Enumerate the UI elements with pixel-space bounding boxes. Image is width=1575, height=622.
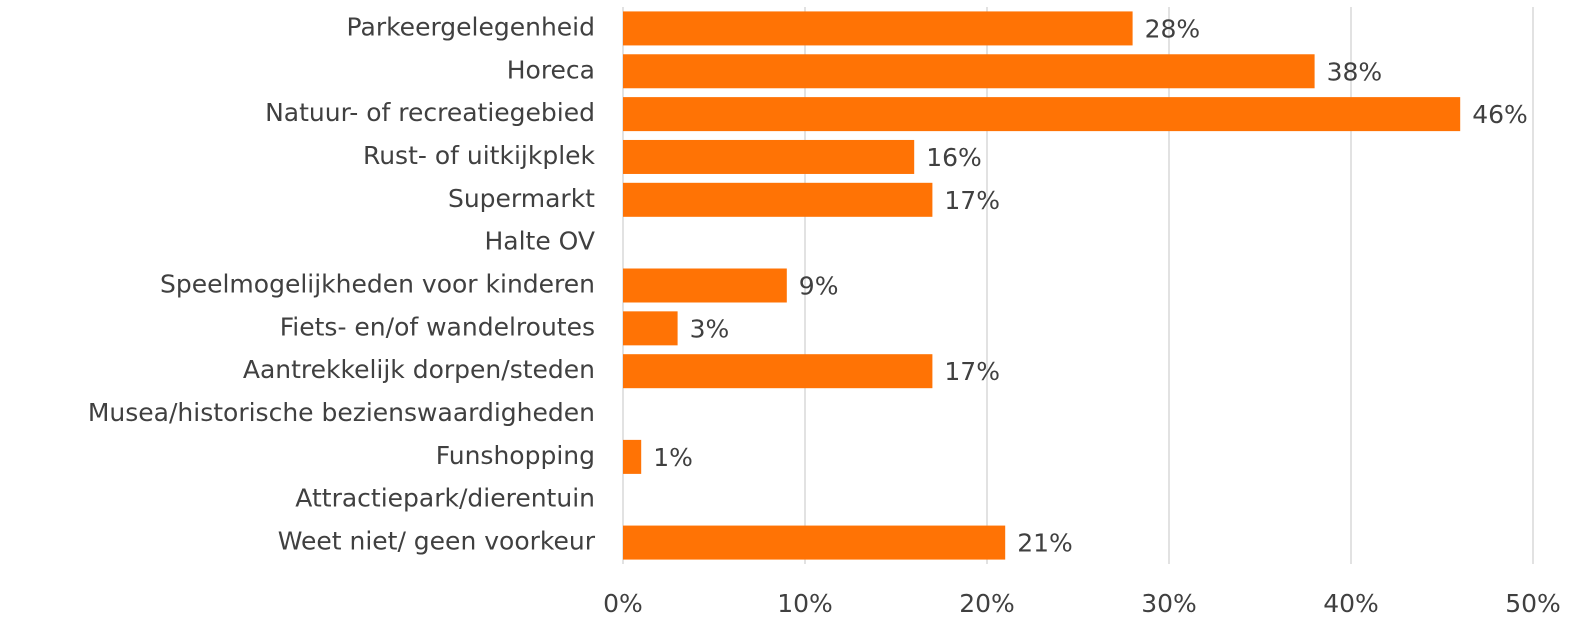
data-label: 17% bbox=[944, 357, 1000, 386]
y-tick-label: Funshopping bbox=[436, 441, 595, 470]
data-label: 38% bbox=[1327, 57, 1383, 86]
data-label: 16% bbox=[926, 143, 982, 172]
data-label: 21% bbox=[1017, 529, 1073, 558]
bar bbox=[623, 97, 1461, 132]
bar bbox=[623, 354, 933, 389]
data-label: 28% bbox=[1145, 14, 1201, 43]
bar bbox=[623, 139, 915, 174]
x-tick-label: 30% bbox=[1141, 589, 1197, 618]
y-tick-label: Aantrekkelijk dorpen/steden bbox=[243, 355, 595, 384]
bar bbox=[623, 439, 642, 474]
y-tick-label: Rust- of uitkijkplek bbox=[363, 141, 596, 170]
bar bbox=[623, 525, 1006, 560]
data-label: 1% bbox=[653, 443, 693, 472]
y-tick-label: Musea/historische bezienswaardigheden bbox=[88, 398, 595, 427]
x-tick-label: 40% bbox=[1323, 589, 1379, 618]
data-label: 3% bbox=[690, 314, 730, 343]
y-tick-label: Halte OV bbox=[484, 227, 595, 256]
data-label: 9% bbox=[799, 272, 839, 301]
y-tick-label: Speelmogelijkheden voor kinderen bbox=[160, 270, 595, 299]
bar bbox=[623, 182, 933, 217]
bar bbox=[623, 268, 787, 303]
x-tick-label: 10% bbox=[777, 589, 833, 618]
y-tick-label: Weet niet/ geen voorkeur bbox=[278, 527, 596, 556]
data-label: 17% bbox=[944, 186, 1000, 215]
y-tick-label: Parkeergelegenheid bbox=[347, 12, 595, 41]
y-tick-label: Horeca bbox=[507, 55, 595, 84]
y-tick-label: Attractiepark/dierentuin bbox=[295, 484, 595, 513]
x-tick-label: 50% bbox=[1505, 589, 1561, 618]
y-tick-label: Fiets- en/of wandelroutes bbox=[280, 312, 595, 341]
bar bbox=[623, 11, 1133, 46]
bar bbox=[623, 54, 1315, 89]
data-label: 46% bbox=[1472, 100, 1528, 129]
y-tick-label: Natuur- of recreatiegebied bbox=[265, 98, 595, 127]
y-tick-label: Supermarkt bbox=[448, 184, 595, 213]
x-tick-label: 20% bbox=[959, 589, 1015, 618]
bar bbox=[623, 311, 678, 346]
x-tick-label: 0% bbox=[603, 589, 643, 618]
